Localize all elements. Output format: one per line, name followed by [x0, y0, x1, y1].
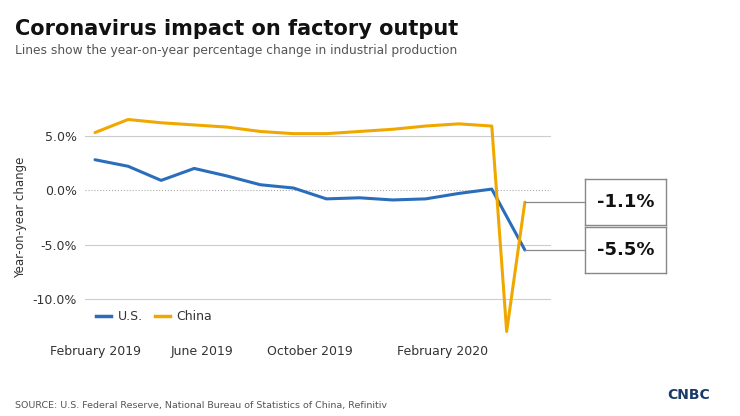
- Text: SOURCE: U.S. Federal Reserve, National Bureau of Statistics of China, Refinitiv: SOURCE: U.S. Federal Reserve, National B…: [15, 401, 387, 410]
- Text: -1.1%: -1.1%: [596, 193, 654, 211]
- Text: Coronavirus impact on factory output: Coronavirus impact on factory output: [15, 19, 458, 39]
- Legend: U.S., China: U.S., China: [91, 305, 218, 328]
- Text: Lines show the year-on-year percentage change in industrial production: Lines show the year-on-year percentage c…: [15, 44, 457, 57]
- Text: CNBC: CNBC: [667, 388, 710, 402]
- Y-axis label: Year-on-year change: Year-on-year change: [14, 157, 27, 278]
- Text: -5.5%: -5.5%: [596, 241, 654, 259]
